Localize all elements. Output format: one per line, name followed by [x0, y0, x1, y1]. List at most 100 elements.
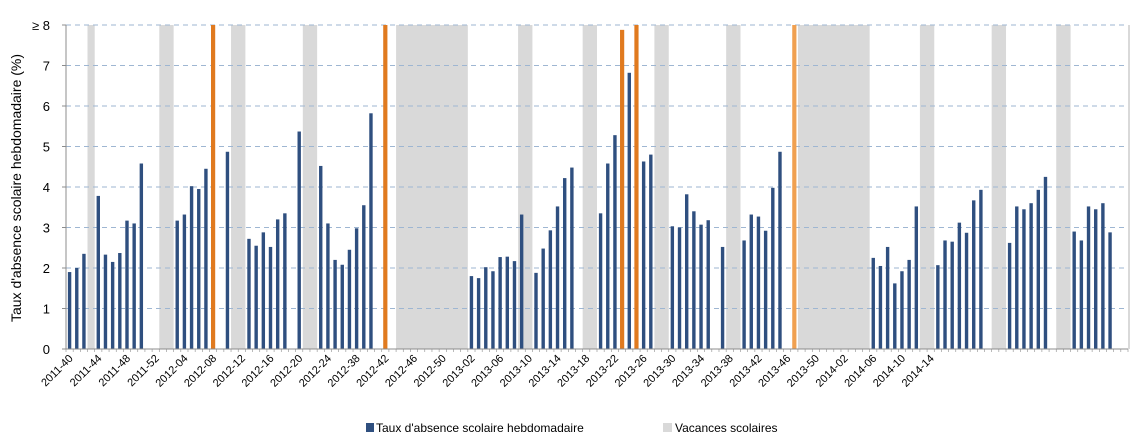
- bar: [254, 246, 257, 349]
- bar: [943, 240, 946, 349]
- bar: [333, 260, 336, 349]
- bar: [125, 221, 128, 349]
- bar: [269, 247, 272, 349]
- bar: [477, 278, 480, 349]
- bar: [1029, 203, 1032, 349]
- bar: [599, 213, 602, 349]
- bar: [506, 257, 509, 349]
- bar: [183, 215, 186, 349]
- legend-swatch-rate: [366, 423, 374, 432]
- bar: [606, 164, 609, 349]
- bar: [140, 164, 143, 349]
- bar: [950, 242, 953, 349]
- bar: [1044, 177, 1047, 349]
- bar: [1080, 240, 1083, 349]
- bar: [369, 113, 372, 349]
- highlight-bar: [383, 25, 387, 349]
- y-tick-label: ≥ 8: [32, 18, 50, 33]
- legend-swatch-vacation: [663, 423, 672, 432]
- bar: [742, 240, 745, 349]
- bar: [498, 257, 501, 349]
- y-tick-labels: 0 1 2 3 4 5 6 7 ≥ 8: [32, 18, 50, 357]
- bar: [82, 254, 85, 349]
- bar: [111, 262, 114, 349]
- y-tick-label: 0: [43, 342, 50, 357]
- bar: [678, 228, 681, 350]
- y-tick-label: 7: [43, 59, 50, 74]
- bar: [362, 205, 365, 349]
- bar: [1022, 209, 1025, 349]
- bar: [886, 247, 889, 349]
- y-tick-label: 4: [43, 180, 50, 195]
- bar: [104, 255, 107, 349]
- y-tick-label: 6: [43, 99, 50, 114]
- highlight-bar: [634, 25, 638, 349]
- bar: [276, 219, 279, 349]
- bar: [642, 161, 645, 349]
- bar: [262, 232, 265, 349]
- bar: [226, 152, 229, 349]
- x-tick-labels: 2011-402011-442011-482011-522012-042012-…: [39, 353, 937, 390]
- bar: [484, 267, 487, 349]
- bar: [190, 186, 193, 349]
- bar: [355, 228, 358, 349]
- bar: [757, 217, 760, 349]
- bar: [907, 260, 910, 349]
- bar: [549, 230, 552, 349]
- bar: [965, 233, 968, 349]
- bar: [319, 166, 322, 349]
- bar: [1108, 232, 1111, 349]
- x-tick-label: 2014-14: [900, 353, 937, 390]
- bar: [1072, 232, 1075, 349]
- legend-label-vacation: Vacances scolaires: [675, 421, 778, 435]
- y-tick-label: 3: [43, 221, 50, 236]
- bar: [750, 215, 753, 349]
- bar: [1101, 203, 1104, 349]
- bar: [1015, 206, 1018, 349]
- bar: [900, 271, 903, 349]
- bar: [1008, 243, 1011, 349]
- highlight-bar: [620, 30, 624, 349]
- bar: [721, 247, 724, 349]
- bar: [692, 211, 695, 349]
- legend: Taux d'absence scolaire hebdomadaire Vac…: [366, 421, 778, 435]
- bar: [470, 276, 473, 349]
- y-axis-label: Taux d'absence scolaire hebdomadaire (%): [8, 54, 24, 322]
- highlight-bar: [211, 25, 215, 349]
- bar: [649, 155, 652, 349]
- highlight-bar: [792, 25, 796, 349]
- bar: [176, 221, 179, 349]
- bar: [204, 169, 207, 349]
- bar: [613, 135, 616, 349]
- bar: [699, 225, 702, 349]
- bar: [348, 250, 351, 349]
- bar: [979, 190, 982, 349]
- bar: [197, 189, 200, 349]
- y-tick-label: 2: [43, 261, 50, 276]
- y-tick-label: 1: [43, 302, 50, 317]
- bar: [132, 223, 135, 349]
- bar: [341, 265, 344, 349]
- bar: [97, 196, 100, 349]
- bar: [298, 132, 301, 349]
- bar: [936, 265, 939, 349]
- bar: [628, 73, 631, 349]
- bar: [764, 231, 767, 349]
- bar: [534, 273, 537, 349]
- bar: [771, 188, 774, 349]
- y-tick-label: 5: [43, 140, 50, 155]
- bar: [283, 213, 286, 349]
- bar: [520, 215, 523, 349]
- bar: [893, 283, 896, 349]
- bar: [326, 223, 329, 349]
- bar: [1094, 209, 1097, 349]
- bar: [915, 206, 918, 349]
- bar: [879, 266, 882, 349]
- bar: [75, 268, 78, 349]
- bar: [671, 226, 674, 349]
- bar: [872, 258, 875, 349]
- bar: [68, 272, 71, 349]
- bar: [563, 178, 566, 349]
- bar: [958, 223, 961, 349]
